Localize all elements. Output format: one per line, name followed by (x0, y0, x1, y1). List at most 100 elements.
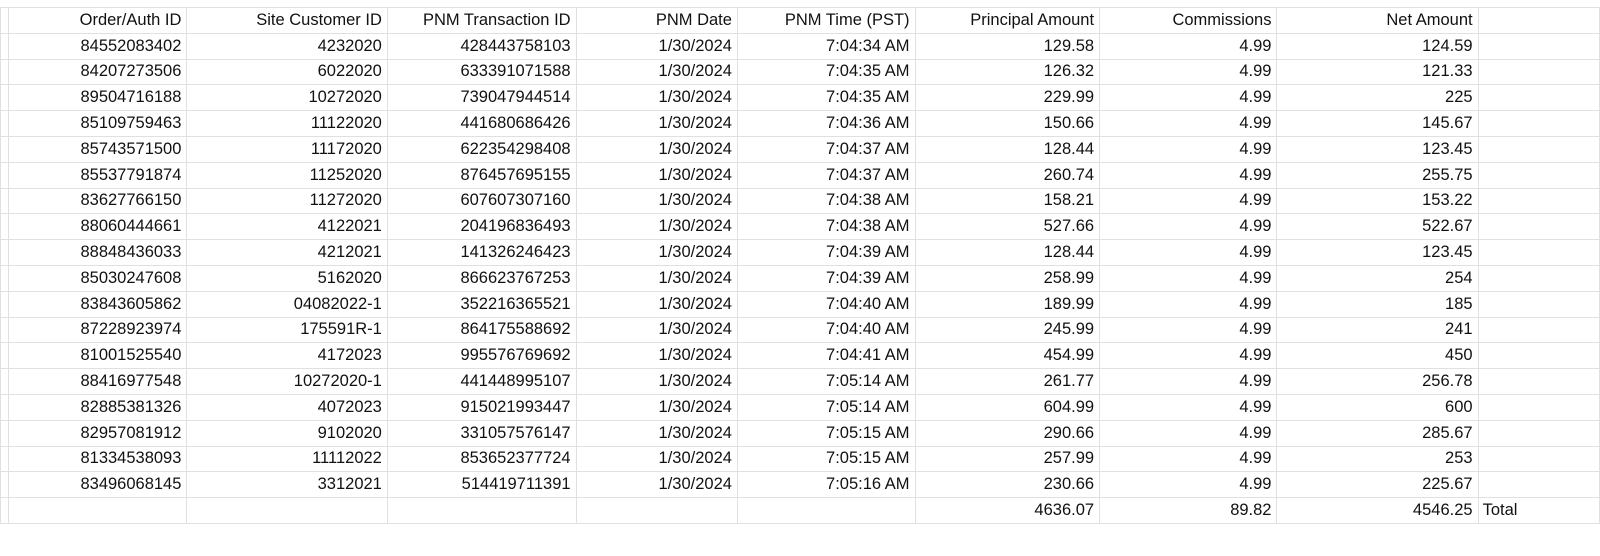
table-cell[interactable]: 83496068145 (7, 471, 188, 499)
table-cell[interactable]: 7:04:41 AM (736, 342, 916, 370)
table-cell[interactable]: 864175588692 (386, 316, 577, 344)
table-cell[interactable]: 604.99 (914, 393, 1101, 421)
table-cell[interactable]: 4.99 (1099, 135, 1278, 163)
column-header[interactable]: PNM Transaction ID (386, 7, 577, 34)
table-cell[interactable]: 3312021 (186, 471, 388, 499)
table-cell[interactable]: 285.67 (1276, 419, 1479, 447)
cell-empty[interactable] (0, 58, 9, 86)
table-cell[interactable]: 514419711391 (386, 471, 577, 499)
table-cell[interactable]: 225.67 (1276, 471, 1479, 499)
table-cell[interactable]: 441680686426 (386, 110, 577, 137)
table-cell[interactable]: 175591R-1 (186, 316, 388, 344)
table-cell[interactable]: 7:05:16 AM (736, 471, 916, 499)
table-cell[interactable]: 1/30/2024 (575, 110, 738, 137)
cell-empty[interactable] (0, 368, 9, 395)
cell-empty[interactable] (0, 213, 9, 241)
table-cell[interactable]: 1/30/2024 (575, 135, 738, 163)
cell-empty[interactable] (0, 419, 9, 447)
table-cell[interactable]: 7:05:14 AM (736, 368, 916, 395)
cell-empty[interactable] (1477, 316, 1600, 344)
cell-empty[interactable] (0, 471, 9, 499)
table-cell[interactable]: 11252020 (186, 161, 388, 189)
table-cell[interactable]: 4.99 (1099, 58, 1278, 86)
table-cell[interactable]: 85743571500 (7, 135, 188, 163)
table-cell[interactable]: 150.66 (914, 110, 1101, 137)
total-commissions[interactable]: 89.82 (1099, 497, 1278, 524)
table-cell[interactable]: 253 (1276, 445, 1479, 473)
cell-empty[interactable] (0, 239, 9, 266)
table-cell[interactable]: 1/30/2024 (575, 471, 738, 499)
table-cell[interactable]: 230.66 (914, 471, 1101, 499)
cell-empty[interactable] (0, 264, 9, 292)
column-header[interactable]: PNM Time (PST) (736, 7, 916, 34)
table-cell[interactable]: 4.99 (1099, 187, 1278, 215)
cell-empty[interactable] (575, 497, 738, 524)
table-cell[interactable]: 1/30/2024 (575, 84, 738, 112)
table-cell[interactable]: 84552083402 (7, 32, 188, 60)
table-cell[interactable]: 1/30/2024 (575, 445, 738, 473)
table-cell[interactable]: 81001525540 (7, 342, 188, 370)
table-cell[interactable]: 121.33 (1276, 58, 1479, 86)
table-cell[interactable]: 915021993447 (386, 393, 577, 421)
cell-empty[interactable] (0, 84, 9, 112)
table-cell[interactable]: 123.45 (1276, 239, 1479, 266)
table-cell[interactable]: 739047944514 (386, 84, 577, 112)
table-cell[interactable]: 1/30/2024 (575, 290, 738, 318)
table-cell[interactable]: 7:04:35 AM (736, 84, 916, 112)
table-cell[interactable]: 7:04:37 AM (736, 161, 916, 189)
table-cell[interactable]: 4.99 (1099, 471, 1278, 499)
table-cell[interactable]: 83627766150 (7, 187, 188, 215)
cell-empty[interactable] (1477, 471, 1600, 499)
table-cell[interactable]: 10272020-1 (186, 368, 388, 395)
column-header[interactable]: Principal Amount (914, 7, 1101, 34)
cell-empty[interactable] (1477, 84, 1600, 112)
cell-empty[interactable] (1477, 7, 1600, 34)
table-cell[interactable]: 245.99 (914, 316, 1101, 344)
table-cell[interactable]: 123.45 (1276, 135, 1479, 163)
table-cell[interactable]: 1/30/2024 (575, 58, 738, 86)
table-cell[interactable]: 9102020 (186, 419, 388, 447)
column-header[interactable]: PNM Date (575, 7, 738, 34)
table-cell[interactable]: 1/30/2024 (575, 161, 738, 189)
table-cell[interactable]: 11122020 (186, 110, 388, 137)
table-cell[interactable]: 527.66 (914, 213, 1101, 241)
table-cell[interactable]: 11272020 (186, 187, 388, 215)
table-cell[interactable]: 145.67 (1276, 110, 1479, 137)
table-cell[interactable]: 7:04:35 AM (736, 58, 916, 86)
cell-empty[interactable] (0, 32, 9, 60)
table-cell[interactable]: 4.99 (1099, 368, 1278, 395)
cell-empty[interactable] (1477, 264, 1600, 292)
cell-empty[interactable] (7, 497, 188, 524)
table-cell[interactable]: 7:04:34 AM (736, 32, 916, 60)
table-cell[interactable]: 4.99 (1099, 264, 1278, 292)
column-header[interactable]: Site Customer ID (186, 7, 388, 34)
table-cell[interactable]: 7:05:15 AM (736, 419, 916, 447)
table-cell[interactable]: 853652377724 (386, 445, 577, 473)
cell-empty[interactable] (0, 7, 9, 34)
table-cell[interactable]: 1/30/2024 (575, 316, 738, 344)
table-cell[interactable]: 89504716188 (7, 84, 188, 112)
cell-empty[interactable] (1477, 58, 1600, 86)
table-cell[interactable]: 5162020 (186, 264, 388, 292)
table-cell[interactable]: 1/30/2024 (575, 32, 738, 60)
table-cell[interactable]: 450 (1276, 342, 1479, 370)
cell-empty[interactable] (1477, 393, 1600, 421)
cell-empty[interactable] (1477, 135, 1600, 163)
table-cell[interactable]: 85109759463 (7, 110, 188, 137)
table-cell[interactable]: 4072023 (186, 393, 388, 421)
table-cell[interactable]: 189.99 (914, 290, 1101, 318)
table-cell[interactable]: 126.32 (914, 58, 1101, 86)
table-cell[interactable]: 82885381326 (7, 393, 188, 421)
table-cell[interactable]: 428443758103 (386, 32, 577, 60)
table-cell[interactable]: 85030247608 (7, 264, 188, 292)
table-cell[interactable]: 4.99 (1099, 445, 1278, 473)
table-cell[interactable]: 88848436033 (7, 239, 188, 266)
table-cell[interactable]: 4.99 (1099, 290, 1278, 318)
cell-empty[interactable] (1477, 368, 1600, 395)
table-cell[interactable]: 866623767253 (386, 264, 577, 292)
table-cell[interactable]: 81334538093 (7, 445, 188, 473)
column-header[interactable]: Order/Auth ID (7, 7, 188, 34)
table-cell[interactable]: 1/30/2024 (575, 213, 738, 241)
table-cell[interactable]: 84207273506 (7, 58, 188, 86)
table-cell[interactable]: 622354298408 (386, 135, 577, 163)
